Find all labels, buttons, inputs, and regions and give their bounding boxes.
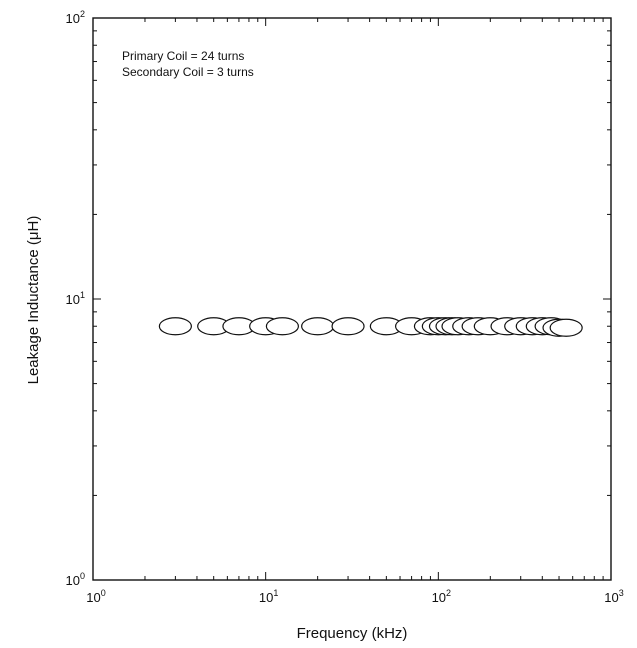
x-tick-label: 100 (86, 588, 105, 605)
data-point (301, 317, 335, 336)
x-tick-label: 101 (259, 588, 278, 605)
data-point (549, 318, 583, 337)
y-axis-title: Leakage Inductance (μH) (25, 216, 42, 385)
annotation-secondary-coil: Secondary Coil = 3 turns (122, 65, 254, 79)
y-tick-label: 102 (66, 9, 85, 26)
y-tick-label: 100 (66, 571, 85, 588)
x-tick-label: 102 (432, 588, 451, 605)
x-tick-label: 103 (604, 588, 623, 605)
data-point (158, 317, 192, 336)
plot-frame (92, 17, 612, 581)
x-axis-title: Frequency (kHz) (297, 625, 408, 642)
annotation-primary-coil: Primary Coil = 24 turns (122, 49, 244, 63)
y-tick-label: 101 (66, 290, 85, 307)
tick-labels: 100 101 102 103 100 101 102 (66, 9, 624, 605)
data-markers (158, 317, 583, 337)
ticks (92, 18, 611, 581)
data-point (265, 317, 299, 336)
data-point (331, 317, 365, 336)
